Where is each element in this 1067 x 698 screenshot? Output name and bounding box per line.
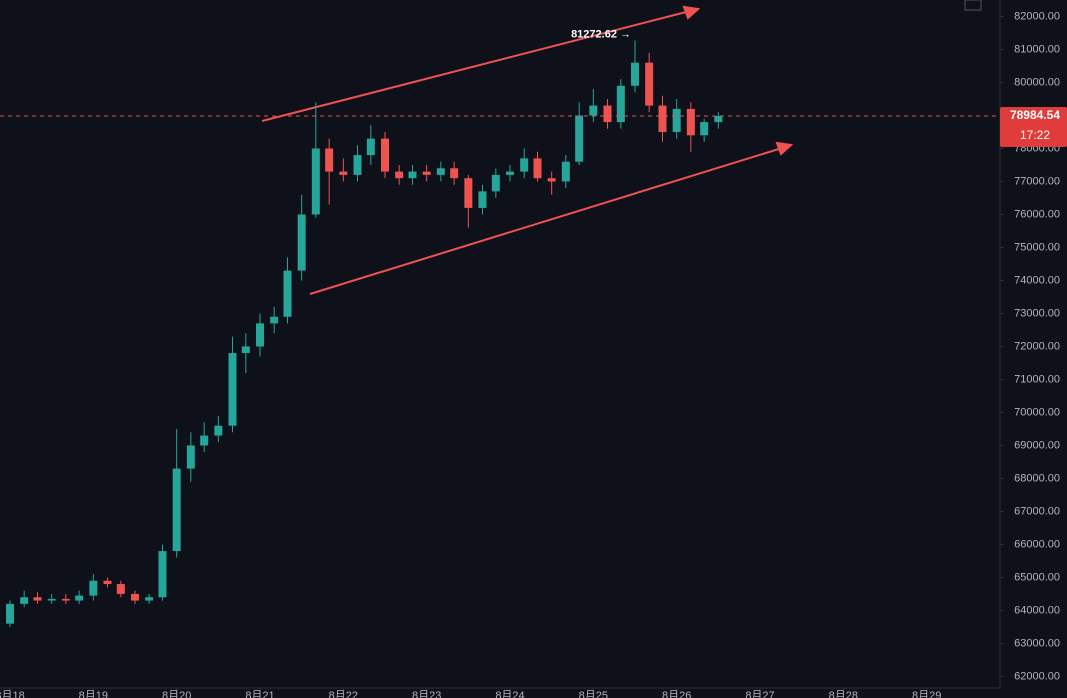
candle-body (33, 597, 42, 601)
axis-toggle-icon[interactable] (964, 0, 982, 11)
x-tick-label: 8月27 (745, 690, 774, 698)
candle-body (228, 353, 237, 426)
candle-body (672, 108, 681, 132)
lower-trend-line (309, 147, 783, 295)
candle-body (686, 108, 695, 136)
candle-body (186, 445, 195, 469)
y-tick-label: 80000.00 (1014, 76, 1060, 88)
y-tick-label: 69000.00 (1014, 439, 1060, 451)
candle-body (575, 115, 584, 162)
x-tick-label: 8月26 (662, 690, 691, 698)
y-tick-label: 64000.00 (1014, 604, 1060, 616)
y-tick-label: 76000.00 (1014, 208, 1060, 220)
candle-body (700, 122, 709, 136)
candle-body (395, 171, 404, 179)
candle-body (422, 171, 431, 175)
candle-body (6, 603, 14, 624)
x-tick-label: 8月19 (79, 690, 108, 698)
x-tick-label: 8月18 (0, 690, 25, 698)
y-tick-label: 73000.00 (1014, 307, 1060, 319)
candle-body (506, 171, 514, 175)
x-tick-label: 8月28 (829, 690, 858, 698)
candle-body (714, 116, 723, 123)
candle-body (339, 171, 348, 175)
candle-body (353, 155, 362, 175)
trend-lines (261, 5, 794, 295)
y-tick-label: 65000.00 (1014, 571, 1060, 583)
y-tick-label: 75000.00 (1014, 241, 1060, 253)
candle-body (381, 138, 389, 172)
candle-body (478, 191, 487, 208)
x-tick-label: 8月21 (245, 690, 274, 698)
y-tick-label: 68000.00 (1014, 472, 1060, 484)
upper-trend-arrow (682, 5, 701, 20)
candle-body (366, 138, 375, 156)
y-tick-label: 71000.00 (1014, 373, 1060, 385)
x-tick-label: 8月25 (579, 690, 608, 698)
current-price-box (1000, 107, 1067, 148)
x-tick-label: 8月24 (495, 690, 524, 698)
lower-trend-arrow (775, 141, 794, 156)
candle-body (491, 174, 500, 192)
candle-body (311, 148, 320, 215)
candle-body (47, 598, 56, 601)
y-tick-label: 63000.00 (1014, 637, 1060, 649)
y-tick-label: 81000.00 (1014, 43, 1060, 55)
max-annotation: 81272.62 → (571, 28, 631, 40)
x-tick-label: 8月29 (912, 690, 941, 698)
x-tick-label: 8月20 (162, 690, 191, 698)
candle-body (561, 161, 570, 182)
upper-trend-line (261, 10, 691, 122)
candle-body (241, 346, 250, 354)
candle-body (158, 551, 167, 598)
candle-body (200, 435, 209, 446)
candle-body (131, 593, 139, 601)
candle-body (408, 171, 417, 179)
candle-body (645, 62, 654, 106)
candle-body (603, 105, 612, 123)
candle-body (325, 148, 334, 172)
candle-body (547, 178, 556, 182)
y-tick-label: 70000.00 (1014, 406, 1060, 418)
candle-body (450, 168, 459, 179)
current-price-label: 78984.54 (1010, 108, 1060, 122)
y-tick-label: 82000.00 (1014, 10, 1060, 22)
candle-body (436, 168, 445, 175)
y-tick-label: 77000.00 (1014, 175, 1060, 187)
candle-body (256, 323, 264, 347)
x-tick-label: 8月22 (329, 690, 358, 698)
candle-body (589, 105, 598, 116)
x-tick-label: 8月23 (412, 690, 441, 698)
candle-body (172, 468, 181, 552)
candle-body (116, 584, 125, 594)
candle-body (214, 425, 223, 436)
y-tick-label: 74000.00 (1014, 274, 1060, 286)
candle-body (270, 316, 279, 324)
candle-body (297, 214, 306, 271)
candle-body (520, 158, 529, 172)
candle-body (75, 595, 84, 601)
y-tick-label: 66000.00 (1014, 538, 1060, 550)
y-tick-label: 72000.00 (1014, 340, 1060, 352)
candle-body (20, 597, 29, 604)
y-tick-label: 62000.00 (1014, 670, 1060, 682)
y-tick-label: 67000.00 (1014, 505, 1060, 517)
candle-body (616, 85, 625, 123)
candle-body (658, 105, 667, 132)
candle-body (631, 62, 639, 86)
countdown-label: 17:22 (1020, 128, 1050, 142)
candle-body (464, 178, 473, 208)
candle-body (533, 158, 542, 179)
candle-body (89, 580, 98, 596)
candle-body (61, 598, 70, 601)
candle-body (283, 270, 292, 317)
candle-body (145, 597, 154, 601)
candle-body (103, 580, 112, 585)
